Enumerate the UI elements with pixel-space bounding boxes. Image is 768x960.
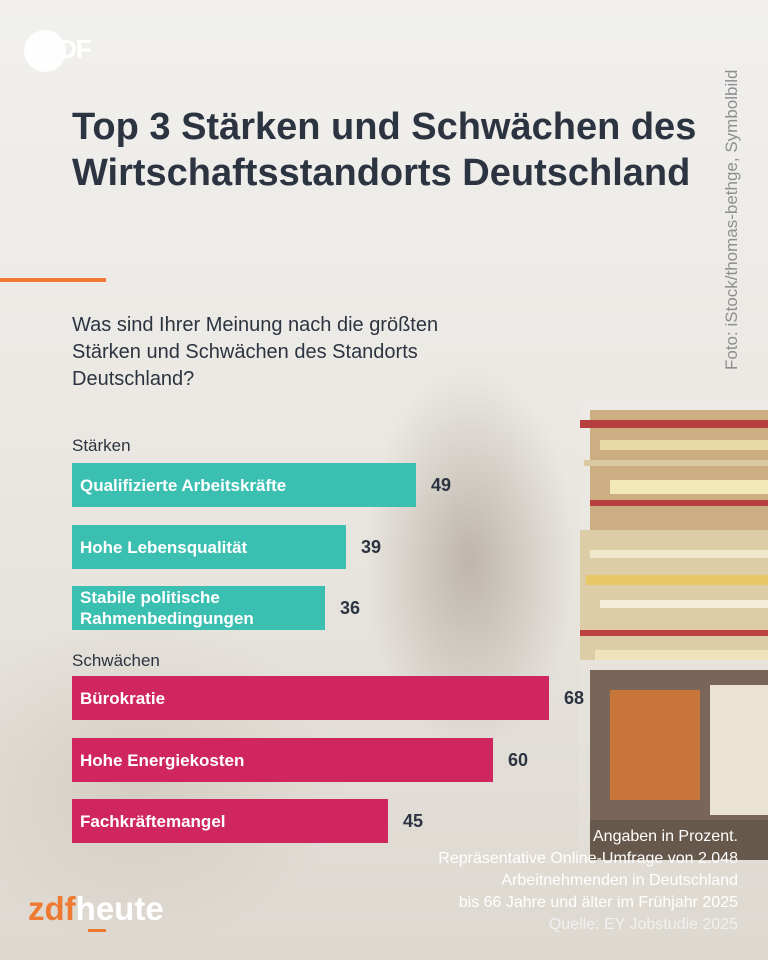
survey-question: Was sind Ihrer Meinung nach die größten … <box>72 314 439 390</box>
brand-underline <box>88 929 106 932</box>
zdf-logo-mark <box>24 30 66 72</box>
bar-label: Fachkräftemangel <box>80 811 226 831</box>
bar-value: 45 <box>403 811 424 831</box>
chart-title: Top 3 Stärken und Schwächen des Wirtscha… <box>72 106 697 194</box>
bar-value: 68 <box>564 688 585 708</box>
bar-0-2: Stabile politische Rahmenbedingungen <box>72 586 325 630</box>
bar-label: Hohe Energiekosten <box>80 750 245 770</box>
unit-note: Angaben in Prozent. <box>593 828 738 845</box>
bar-label: Hohe Lebensqualität <box>80 537 248 557</box>
bar-1-0: Bürokratie <box>72 676 549 720</box>
bar-1-2: Fachkräftemangel <box>72 799 388 843</box>
bar-value: 39 <box>361 537 382 557</box>
bar-value: 49 <box>431 475 452 495</box>
paper-stack-illustration <box>578 400 768 860</box>
brand-heute: heute <box>75 890 164 927</box>
brand-zdf: zdf <box>28 890 76 927</box>
bar-label: Qualifizierte Arbeitskräfte <box>80 475 287 495</box>
zdfheute-logo: zdfheute <box>28 890 164 928</box>
bar-label: Stabile politische Rahmenbedingungen <box>80 588 254 628</box>
bar-0-1: Hohe Lebensqualität <box>72 525 346 569</box>
group-label-0: Stärken <box>72 436 131 455</box>
group-label-1: Schwächen <box>72 651 160 670</box>
zdf-logo-text: DF <box>58 34 92 64</box>
accent-rule <box>0 278 106 282</box>
photo-credit: Foto: iStock/thomas-bethge, Symbolbild <box>722 69 741 370</box>
source-note: Quelle: EY Jobstudie 2025 <box>548 916 738 933</box>
chart-notes: Angaben in Prozent. Repräsentative Onlin… <box>438 826 738 936</box>
bar-1-1: Hohe Energiekosten <box>72 738 493 782</box>
method-note-1: Repräsentative Online-Umfrage von 2.048 <box>438 850 738 867</box>
method-note-2: Arbeitnehmenden in Deutschland <box>501 872 738 889</box>
bar-0-0: Qualifizierte Arbeitskräfte <box>72 463 416 507</box>
method-note-3: bis 66 Jahre und älter im Frühjahr 2025 <box>458 894 738 911</box>
bar-label: Bürokratie <box>80 688 166 708</box>
bar-value: 36 <box>340 598 361 618</box>
bar-value: 60 <box>508 750 529 770</box>
